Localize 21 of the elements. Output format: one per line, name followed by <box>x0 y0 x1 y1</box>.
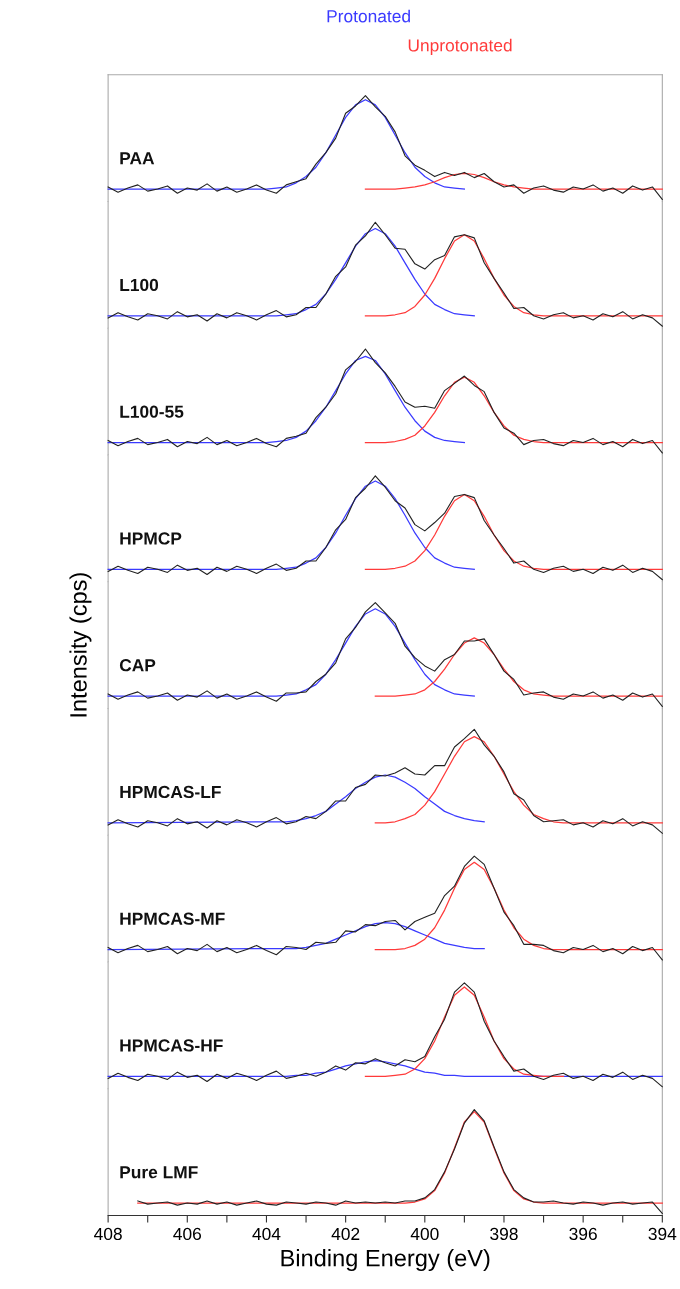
text: Pure LMF <box>120 1166 198 1179</box>
y-axis-title: Intensity (cps) <box>69 573 92 717</box>
x-tick-label: 406 <box>173 1227 202 1241</box>
text: HPMCAS-LF <box>120 785 221 799</box>
text: HPMCAS-MF <box>120 912 225 925</box>
x-axis-title: Binding Energy (eV) <box>281 1249 490 1272</box>
text: HPMCAS-HF <box>120 1039 223 1052</box>
text: Unprotonated <box>408 38 512 55</box>
x-tick-label: 398 <box>490 1227 518 1241</box>
x-tick-label: 404 <box>252 1227 281 1241</box>
x-tick-label: 408 <box>94 1227 122 1241</box>
text: L100-55 <box>120 405 184 418</box>
x-tick-label: 400 <box>410 1227 439 1241</box>
text: CAP <box>119 659 156 672</box>
x-tick-label: 396 <box>569 1227 597 1241</box>
text: Protonated <box>327 9 410 23</box>
x-tick-label: 394 <box>648 1227 677 1241</box>
text: PAA <box>120 152 155 165</box>
text: HPMCP <box>120 532 182 545</box>
text: L100 <box>120 278 159 292</box>
x-tick-label: 402 <box>331 1227 360 1241</box>
